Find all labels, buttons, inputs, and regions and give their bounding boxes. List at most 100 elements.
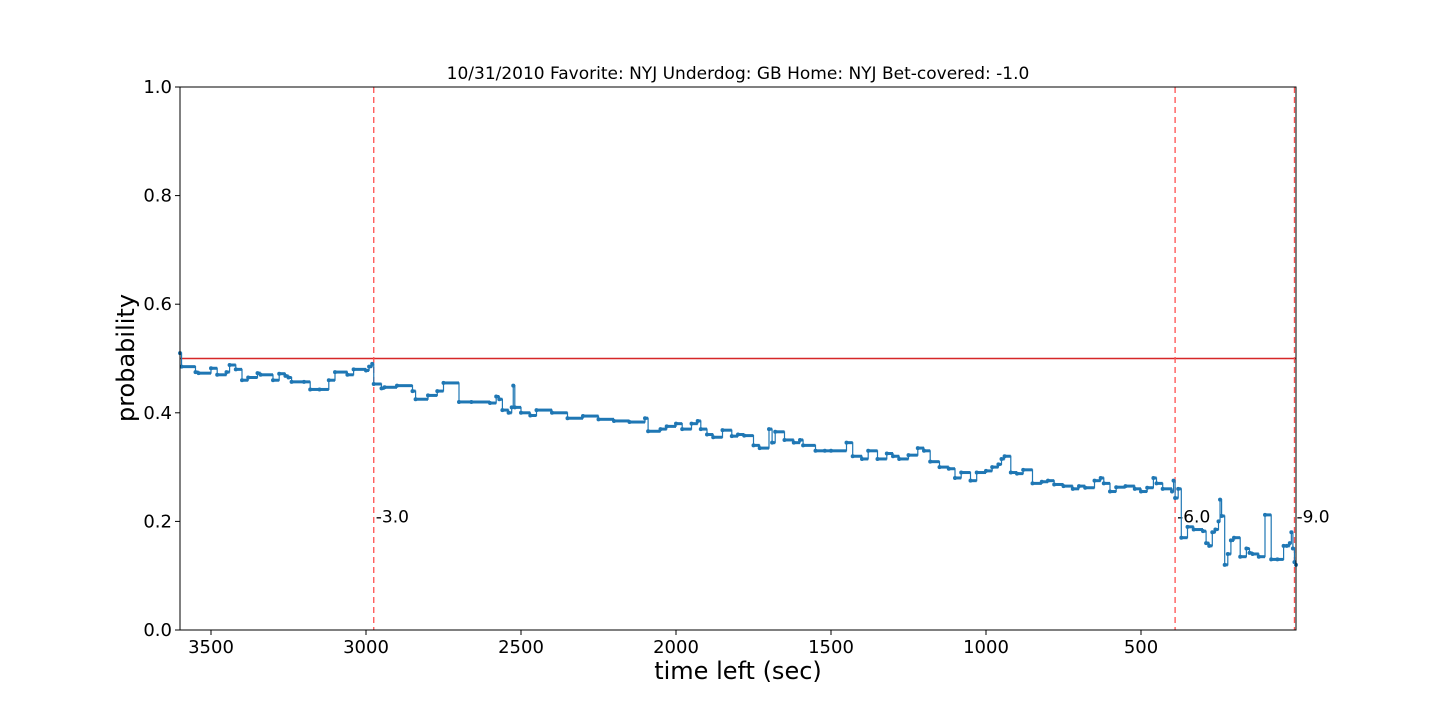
data-point (382, 385, 387, 390)
data-point (179, 364, 184, 369)
data-point (1030, 481, 1035, 486)
data-point (581, 414, 585, 419)
data-point (1225, 551, 1230, 556)
data-point (395, 383, 399, 388)
data-point (968, 478, 973, 483)
data-point (371, 382, 376, 387)
data-point (240, 378, 244, 383)
data-point (767, 427, 771, 432)
data-point (1052, 482, 1057, 487)
data-point (1160, 486, 1165, 491)
data-point (1171, 478, 1176, 483)
plot-frame (179, 86, 1297, 631)
y-tick-label: 0.0 (143, 620, 172, 641)
data-point (1008, 470, 1013, 475)
data-point (1213, 527, 1218, 532)
data-point (1101, 481, 1106, 486)
y-tick-label: 0.2 (143, 511, 172, 532)
data-point (1108, 489, 1112, 494)
data-point (627, 420, 632, 425)
data-point (1219, 513, 1224, 518)
x-tick-label: 3500 (188, 637, 234, 658)
data-point (996, 462, 1001, 467)
data-point (990, 465, 995, 470)
data-point (512, 405, 517, 410)
data-point (946, 466, 951, 471)
data-point (915, 446, 920, 451)
data-point (1098, 475, 1103, 480)
data-point (596, 417, 601, 422)
data-point (286, 375, 291, 380)
data-point (367, 364, 372, 369)
data-point (705, 432, 709, 437)
x-tick-label: 1500 (808, 637, 854, 658)
data-point (1021, 467, 1026, 472)
data-point (773, 429, 778, 434)
data-point (1238, 554, 1243, 559)
data-point (1179, 535, 1184, 540)
data-point (891, 454, 895, 459)
data-point (1077, 484, 1081, 489)
data-point (1114, 485, 1119, 490)
data-point (283, 373, 288, 378)
data-point (435, 389, 440, 394)
data-point (643, 416, 647, 421)
data-point (1228, 538, 1233, 543)
x-tick-label: 3000 (343, 637, 389, 658)
data-point (866, 448, 871, 453)
chart-title: 10/31/2010 Favorite: NYJ Underdog: GB Ho… (447, 64, 1030, 84)
data-point (1039, 479, 1044, 484)
data-point (720, 428, 725, 433)
data-point (1046, 478, 1050, 483)
data-point (488, 401, 492, 406)
data-point (333, 370, 337, 375)
data-point (1185, 524, 1190, 529)
data-point (1290, 546, 1295, 551)
data-point (1269, 557, 1274, 562)
data-point (1232, 535, 1236, 540)
data-point (457, 399, 461, 404)
data-point (233, 367, 238, 372)
data-point (1173, 496, 1178, 501)
y-tick-label: 0.6 (143, 294, 172, 315)
data-point (736, 432, 740, 437)
data-point (695, 418, 700, 423)
data-point (1132, 486, 1137, 491)
data-point (742, 433, 747, 438)
series-line-0 (180, 352, 1297, 566)
data-point (509, 405, 514, 410)
data-point (364, 368, 368, 373)
data-point (196, 371, 201, 376)
data-point (1207, 543, 1212, 548)
data-point (258, 372, 263, 377)
data-point (255, 371, 260, 376)
data-point (497, 397, 502, 402)
data-point (999, 456, 1004, 461)
data-point (1222, 562, 1227, 567)
data-point (674, 421, 678, 426)
data-point (271, 378, 275, 383)
data-point (1176, 486, 1181, 491)
data-point (326, 378, 331, 383)
data-point (680, 427, 685, 432)
data-point (974, 470, 979, 475)
data-point (227, 363, 232, 368)
data-point (1289, 530, 1294, 535)
data-point (729, 434, 734, 439)
data-point (1145, 485, 1150, 490)
data-point (658, 427, 663, 432)
data-point (1247, 550, 1252, 555)
data-point (289, 379, 294, 384)
data-point (822, 448, 827, 453)
x-axis-label: time left (sec) (654, 657, 822, 685)
data-point (1191, 527, 1196, 532)
x-tick-label: 2000 (653, 637, 699, 658)
data-point (1015, 471, 1019, 476)
data-point (1284, 543, 1289, 548)
data-point (791, 440, 796, 445)
data-point (302, 379, 306, 384)
data-point (875, 456, 880, 461)
data-point (1281, 543, 1286, 548)
data-point (1061, 484, 1066, 489)
data-point (1216, 519, 1221, 524)
